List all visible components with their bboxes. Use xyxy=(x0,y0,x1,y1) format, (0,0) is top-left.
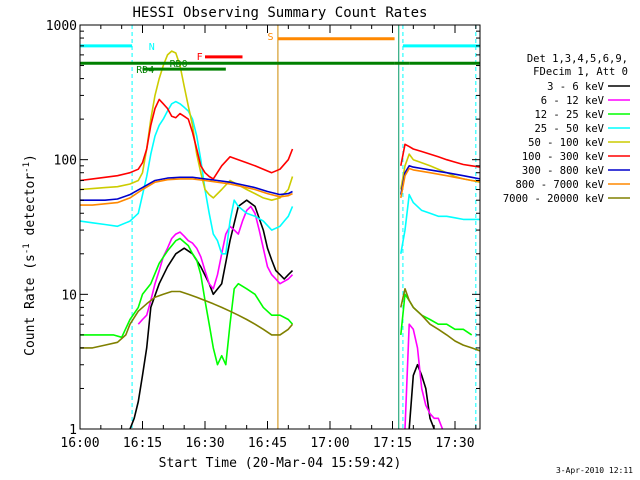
series-line-5 xyxy=(80,98,480,182)
svg-text:Count Rate (s-1 detector-1): Count Rate (s-1 detector-1) xyxy=(22,154,38,356)
y-axis-label-mid: detector xyxy=(23,173,38,244)
x-tick-label: 16:30 xyxy=(185,436,224,451)
legend-label: 100 - 300 keV xyxy=(522,151,605,163)
legend-label: 12 - 25 keV xyxy=(534,109,604,121)
y-tick-label: 10 xyxy=(61,288,77,303)
x-tick-label: 16:00 xyxy=(60,436,99,451)
status-flag-label: RD0 xyxy=(170,59,188,70)
series-line-2 xyxy=(80,237,473,366)
series-line-6 xyxy=(80,165,480,201)
legend-label: 50 - 100 keV xyxy=(528,137,605,149)
x-tick-label: 17:30 xyxy=(435,436,474,451)
y-axis-label-end: ) xyxy=(23,154,38,162)
y-axis-ticks: 1 10 100 1000 xyxy=(46,19,480,438)
y-tick-label: 1 xyxy=(69,423,77,438)
legend-title-line-2: FDecim 1, Att 0 xyxy=(533,66,628,78)
status-bars: N S F RD0 RD4 xyxy=(80,32,480,76)
series-line-8 xyxy=(80,288,480,352)
legend-label: 3 - 6 keV xyxy=(547,81,605,93)
status-flag-label: F xyxy=(197,52,203,63)
y-axis-label-main: Count Rate (s xyxy=(23,254,38,356)
legend-label: 6 - 12 keV xyxy=(541,95,605,107)
x-tick-label: 17:00 xyxy=(310,436,349,451)
chart-title: HESSI Observing Summary Count Rates xyxy=(132,5,427,21)
series-line-1 xyxy=(137,205,444,429)
legend: Det 1,3,4,5,6,9, FDecim 1, Att 0 3 - 6 k… xyxy=(503,53,630,205)
status-flag-label: S xyxy=(268,32,274,43)
status-flag-label: N xyxy=(149,42,155,53)
x-tick-label: 17:15 xyxy=(373,436,412,451)
y-axis-label: Count Rate (s-1 detector-1) xyxy=(22,154,38,356)
series-layer xyxy=(80,50,480,429)
y-axis-label-sup1: -1 xyxy=(22,243,32,254)
y-axis-label-sup2: -1 xyxy=(22,162,32,173)
legend-label: 7000 - 20000 keV xyxy=(503,193,605,205)
series-line-0 xyxy=(129,199,435,429)
footer-timestamp: 3-Apr-2010 12:11 xyxy=(556,466,633,475)
legend-label: 25 - 50 keV xyxy=(534,123,604,135)
legend-title-line-1: Det 1,3,4,5,6,9, xyxy=(527,53,628,65)
plot-frame xyxy=(79,24,481,430)
series-line-3 xyxy=(80,100,480,255)
x-tick-label: 16:45 xyxy=(248,436,287,451)
y-tick-label: 100 xyxy=(54,154,77,169)
legend-label: 300 - 800 keV xyxy=(522,165,605,177)
x-tick-label: 16:15 xyxy=(123,436,162,451)
status-flag-label: RD4 xyxy=(136,65,154,76)
series-line-7 xyxy=(80,167,480,206)
x-axis-label: Start Time (20-Mar-04 15:59:42) xyxy=(159,456,402,471)
y-tick-label: 1000 xyxy=(46,19,77,34)
x-axis-ticks: 16:00 16:15 16:30 16:45 17:00 17:15 17:30 xyxy=(60,25,477,451)
legend-label: 800 - 7000 keV xyxy=(515,179,604,191)
